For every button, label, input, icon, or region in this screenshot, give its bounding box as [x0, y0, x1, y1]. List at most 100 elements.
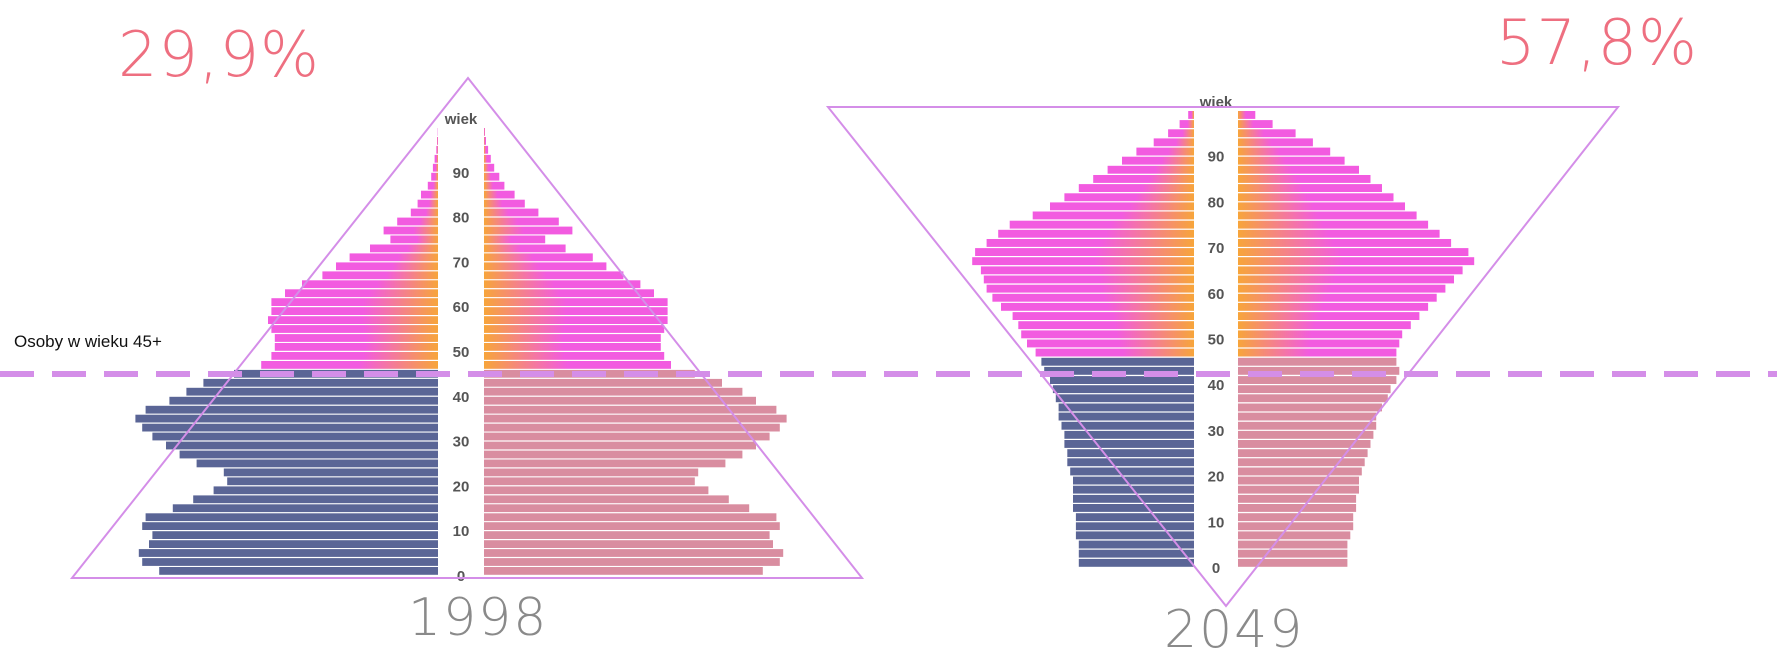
bar-female-2049-age-64 [1238, 266, 1463, 274]
bar-male-1998-age-54 [271, 325, 438, 333]
age-tick-1998-50: 50 [453, 344, 470, 361]
bar-male-1998-age-4 [139, 549, 438, 557]
bar-male-2049-age-12 [1073, 504, 1194, 512]
bar-male-2049-age-74 [1010, 221, 1194, 229]
age-tick-2049-60: 60 [1208, 286, 1225, 303]
bar-male-2049-age-54 [1013, 312, 1194, 320]
bar-female-2049-age-68 [1238, 248, 1468, 256]
bar-female-2049-age-66 [1238, 257, 1474, 265]
share-45plus-2049: 57,8% [1496, 6, 1698, 79]
bar-female-2049-age-40 [1238, 376, 1396, 384]
bar-female-2049-age-38 [1238, 385, 1391, 393]
bar-female-2049-age-18 [1238, 477, 1359, 485]
bar-female-1998-age-28 [484, 442, 756, 450]
bar-male-1998-age-70 [350, 253, 438, 261]
bar-male-2049-age-90 [1136, 148, 1194, 156]
bar-female-2049-age-20 [1238, 468, 1362, 476]
bar-female-1998-age-94 [484, 146, 488, 154]
bar-female-2049-age-78 [1238, 202, 1405, 210]
bar-male-1998-age-72 [370, 245, 438, 253]
bar-male-2049-age-58 [992, 294, 1194, 302]
bar-male-1998-age-58 [271, 307, 438, 315]
bar-male-1998-age-96 [437, 137, 438, 145]
bar-female-2049-age-30 [1238, 422, 1376, 430]
bar-male-1998-age-48 [271, 352, 438, 360]
bar-female-1998-age-86 [484, 182, 504, 190]
bar-male-1998-age-40 [186, 388, 438, 396]
bar-female-1998-age-46 [484, 361, 671, 369]
year-label-1998: 1998 [408, 588, 548, 648]
bar-male-2049-age-70 [987, 239, 1194, 247]
bar-male-2049-age-36 [1056, 394, 1194, 402]
age-tick-2049-70: 70 [1208, 240, 1225, 257]
bar-male-2049-age-52 [1018, 321, 1194, 329]
age-tick-1998-30: 30 [453, 434, 470, 451]
bar-female-1998-age-42 [484, 379, 722, 387]
bar-male-1998-age-52 [275, 334, 438, 342]
bar-male-1998-age-28 [166, 442, 438, 450]
bar-female-2049-age-62 [1238, 276, 1454, 284]
bar-male-2049-age-20 [1070, 468, 1194, 476]
age-tick-2049-80: 80 [1208, 194, 1225, 211]
bar-male-1998-age-80 [411, 209, 438, 217]
bar-male-2049-age-10 [1076, 513, 1194, 521]
bar-male-2049-age-26 [1064, 440, 1194, 448]
age-axis-label-1998: wiek [444, 111, 478, 128]
bar-male-2049-age-84 [1093, 175, 1194, 183]
bar-female-1998-age-68 [484, 262, 606, 270]
bar-female-2049-age-72 [1238, 230, 1440, 238]
bar-male-2049-age-28 [1064, 431, 1194, 439]
bar-female-1998-age-60 [484, 298, 668, 306]
age-tick-1998-20: 20 [453, 478, 470, 495]
bar-male-2049-age-96 [1180, 120, 1194, 128]
bar-female-2049-age-6 [1238, 531, 1350, 539]
bar-female-2049-age-2 [1238, 550, 1347, 558]
bar-male-1998-age-6 [149, 540, 438, 548]
bar-male-1998-age-78 [397, 218, 438, 226]
bar-female-2049-age-54 [1238, 312, 1419, 320]
bar-female-2049-age-70 [1238, 239, 1451, 247]
bar-male-1998-age-88 [431, 173, 438, 181]
bar-male-2049-age-62 [984, 276, 1194, 284]
bar-male-1998-age-56 [268, 316, 438, 324]
bar-male-2049-age-32 [1059, 413, 1194, 421]
bar-male-1998-age-20 [227, 477, 438, 485]
bar-female-1998-age-72 [484, 245, 566, 253]
bar-male-2049-age-66 [972, 257, 1194, 265]
bar-female-1998-age-82 [484, 200, 525, 208]
share-45plus-1998: 29,9% [118, 18, 320, 91]
bar-male-2049-age-82 [1079, 184, 1194, 192]
bar-male-1998-age-62 [285, 289, 438, 297]
bar-female-1998-age-62 [484, 289, 654, 297]
bar-male-2049-age-48 [1027, 340, 1194, 348]
bar-male-1998-age-2 [142, 558, 438, 566]
bar-female-1998-age-80 [484, 209, 538, 217]
bar-male-2049-age-64 [981, 266, 1194, 274]
bar-male-1998-age-76 [384, 227, 438, 235]
bar-female-2049-age-4 [1238, 541, 1347, 549]
bar-female-1998-age-14 [484, 504, 749, 512]
bar-female-2049-age-76 [1238, 212, 1417, 220]
bar-female-1998-age-52 [484, 334, 661, 342]
bar-male-2049-age-44 [1041, 358, 1194, 366]
bar-male-1998-age-68 [336, 262, 438, 270]
bar-female-2049-age-44 [1238, 358, 1396, 366]
bar-male-1998-age-12 [146, 513, 438, 521]
bar-female-2049-age-28 [1238, 431, 1373, 439]
bar-female-1998-age-12 [484, 513, 776, 521]
bar-male-1998-age-18 [214, 486, 438, 494]
bar-male-1998-age-74 [390, 236, 438, 244]
age-tick-1998-90: 90 [453, 165, 470, 182]
bar-male-1998-age-0 [159, 567, 438, 575]
bar-male-1998-age-82 [418, 200, 438, 208]
bar-female-1998-age-92 [484, 155, 491, 163]
year-label-2049: 2049 [1164, 600, 1304, 660]
bar-female-1998-age-0 [484, 567, 763, 575]
bar-male-2049-age-46 [1036, 349, 1194, 357]
bar-male-1998-age-94 [436, 146, 438, 154]
bar-female-1998-age-32 [484, 424, 780, 432]
bar-female-2049-age-96 [1238, 120, 1273, 128]
bar-female-1998-age-24 [484, 460, 725, 468]
bar-female-1998-age-50 [484, 343, 661, 351]
